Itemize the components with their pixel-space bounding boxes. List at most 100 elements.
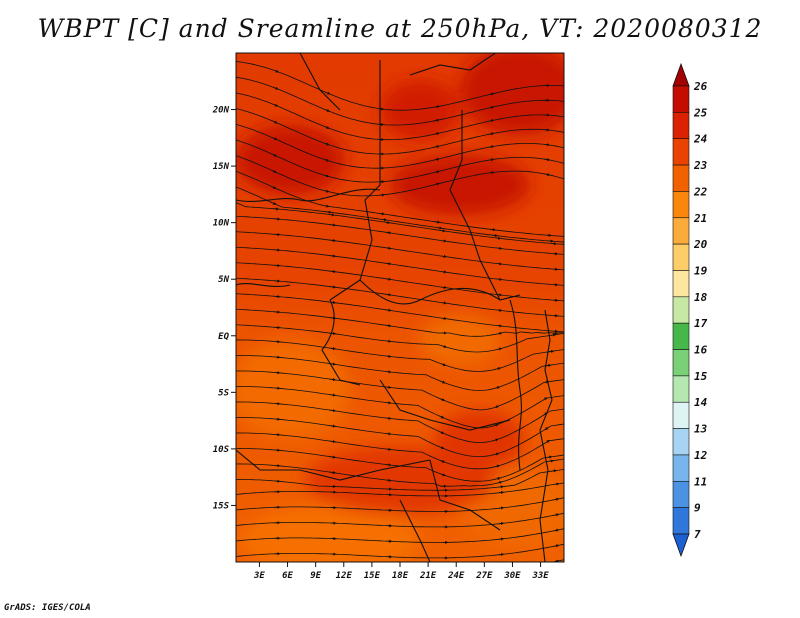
streamline-arrow [495,477,501,481]
streamline [236,308,564,337]
streamline-arrow [323,189,330,193]
colorbar-segment [672,270,690,298]
streamline-arrow [330,254,337,258]
streamline-arrow [496,324,503,328]
colorbar-segment [672,349,690,377]
streamline [236,416,564,458]
streamline-arrow [441,270,447,274]
streamlines [236,61,564,562]
colorbar-segment [672,217,690,245]
streamline-arrow [434,170,440,174]
streamline-arrow [440,473,446,477]
streamline-arrow [496,277,503,281]
streamline-arrow [323,174,330,178]
streamline [236,246,564,286]
streamline-arrow [441,239,447,243]
streamline-arrow [326,210,332,214]
streamline [236,170,564,237]
streamline-arrow [493,405,500,409]
streamline-arrow [330,362,337,366]
streamline-arrow [271,185,277,189]
streamline-arrow [439,415,445,419]
colorbar-label: 12 [694,449,708,462]
x-tick-label: 12E [336,571,353,581]
streamline-arrow [330,439,337,444]
streamline-arrow [439,446,445,450]
colorbar-label: 13 [694,423,708,436]
colorbar-label: 26 [693,80,708,93]
colorbar-label: 25 [693,106,708,119]
streamline-arrow [273,86,279,90]
streamline-arrow [553,497,560,501]
streamline-arrow [498,537,505,541]
streamline-arrow [545,363,552,368]
streamline-arrow [330,238,337,243]
streamline-arrow [548,349,555,354]
y-tick-label: 15N [213,162,230,172]
streamline-arrow [489,171,495,175]
streamline-arrow [439,430,445,434]
streamline-arrow [495,367,502,371]
streamline-arrow [330,455,337,459]
streamline-arrow [378,107,385,111]
streamline-arrow [543,380,550,384]
streamline-arrow [385,339,392,343]
x-axis: 3E 6E 9E 12E 15E 18E 21E 24E 27E 30E 33E [253,562,549,581]
y-tick-label: 5S [218,388,229,398]
y-tick-label: 10S [213,445,230,455]
y-tick-label: 5N [218,275,229,285]
streamline-arrow [496,246,503,250]
streamline-arrow [488,119,495,123]
streamline-arrow [434,118,440,122]
streamline [236,339,564,372]
streamline-arrow [330,408,337,413]
colorbar-segment [672,401,690,429]
colorbar-label: 9 [694,502,701,515]
streamline-arrow [330,346,337,351]
streamline-arrow [492,233,499,238]
streamline-arrow [441,344,448,348]
streamline-arrow [385,447,392,451]
streamline [236,123,564,169]
streamline-arrow [553,482,560,486]
y-tick-label: EQ [218,332,229,342]
streamline [236,215,564,255]
streamline-arrow [385,401,392,405]
streamline-arrow [496,347,503,351]
y-tick-label: 15S [213,501,230,511]
streamline-arrow [330,377,337,382]
streamline-arrow [386,246,392,250]
streamline-arrow [553,513,560,517]
streamline [236,202,564,245]
streamline-arrow [494,386,501,390]
streamline-arrow [497,480,503,485]
streamline-arrow [272,103,279,107]
streamline-arrow [440,229,446,233]
streamline-arrow [434,105,441,109]
colorbar-label: 22 [693,185,708,198]
streamline-arrow [544,440,550,444]
streamline-arrow [498,552,505,557]
streamline-arrow [550,333,557,337]
streamline-arrow [385,354,392,358]
streamline [236,512,564,528]
streamline [236,385,564,429]
streamline-arrow [330,269,337,274]
streamline [236,432,564,470]
colorbar-label: 23 [693,159,708,172]
streamline-arrow [488,145,495,149]
streamline-arrow [498,490,505,495]
streamline [236,543,564,559]
streamline-arrow [548,459,554,463]
x-tick-label: 6E [282,571,293,581]
streamline [236,401,564,443]
colorbar-segment [672,322,690,350]
streamline-arrow [330,470,337,475]
streamline-arrow [496,308,503,312]
streamline-arrow [495,236,502,240]
x-tick-label: 18E [392,571,409,581]
streamline [236,528,564,543]
streamline [236,231,564,271]
streamline-arrow [323,158,330,162]
